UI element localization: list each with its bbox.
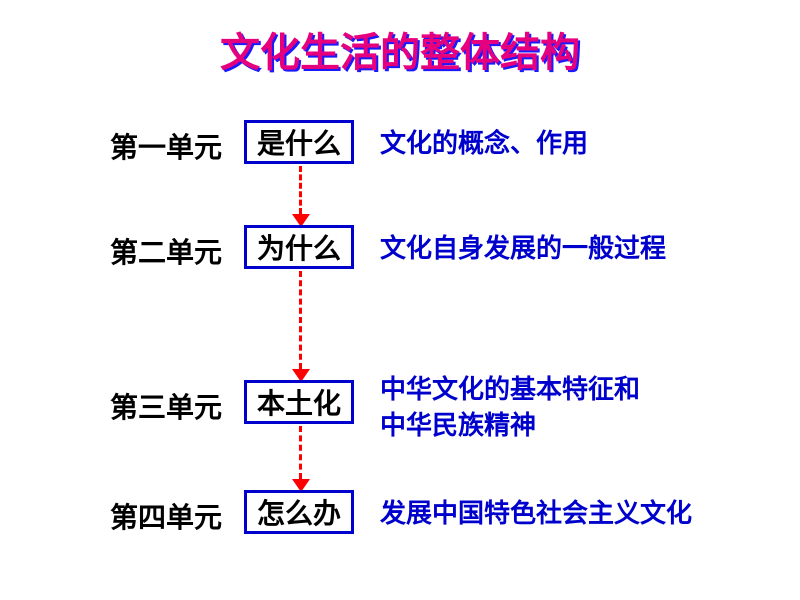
unit-description: 文化自身发展的一般过程 [380, 231, 666, 267]
desc-line: 发展中国特色社会主义文化 [380, 499, 692, 528]
flow-box: 怎么办 [244, 490, 354, 534]
desc-line: 中华文化的基本特征和 [380, 375, 640, 404]
unit-label: 第二单元 [110, 231, 222, 271]
unit-label: 第四单元 [110, 496, 222, 536]
desc-line: 中华民族精神 [380, 411, 536, 440]
unit-description: 文化的概念、作用 [380, 126, 588, 162]
flow-box: 为什么 [244, 225, 354, 269]
flow-box: 是什么 [244, 120, 354, 164]
unit-description: 中华文化的基本特征和中华民族精神 [380, 372, 640, 445]
desc-line: 文化的概念、作用 [380, 129, 588, 158]
flow-box: 本土化 [244, 380, 354, 424]
unit-label: 第三单元 [110, 386, 222, 426]
unit-label: 第一单元 [110, 126, 222, 166]
desc-line: 文化自身发展的一般过程 [380, 234, 666, 263]
flow-arrow-line [299, 271, 302, 369]
flow-arrow-line [299, 166, 302, 214]
page-title: 文化生活的整体结构 [0, 20, 800, 78]
unit-description: 发展中国特色社会主义文化 [380, 496, 692, 532]
flow-arrow-line [299, 426, 302, 479]
